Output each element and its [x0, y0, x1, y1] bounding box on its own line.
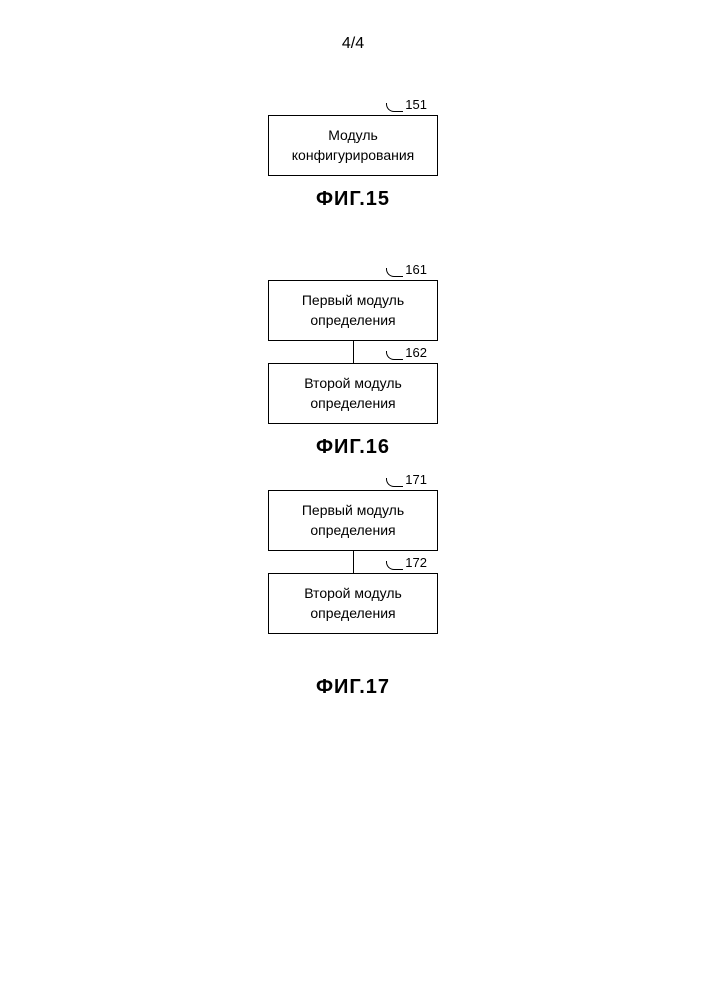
fig15-box-config-module: 151 Модуль конфигурирования: [268, 115, 438, 176]
fig16-box1-line2: определения: [287, 311, 419, 331]
fig17-connector: [353, 551, 354, 573]
fig16-box2-line1: Второй модуль: [287, 374, 419, 394]
fig15-ref-text: 151: [405, 96, 427, 114]
fig15-caption: ФИГ.15: [316, 188, 390, 211]
fig17-box1-ref-text: 171: [405, 471, 427, 489]
figure-15: 151 Модуль конфигурирования ФИГ.15: [268, 115, 438, 211]
fig15-box-line2: конфигурирования: [287, 146, 419, 166]
fig16-box2-line2: определения: [287, 394, 419, 414]
fig16-caption: ФИГ.16: [316, 436, 390, 459]
page-number: 4/4: [342, 35, 364, 53]
fig16-box1-ref-text: 161: [405, 261, 427, 279]
fig17-box2-second-module: 172 Второй модуль определения: [268, 573, 438, 634]
fig16-connector: [353, 341, 354, 363]
fig15-box-line1: Модуль: [287, 126, 419, 146]
fig16-box2-ref-text: 162: [405, 344, 427, 362]
figure-17: 171 Первый модуль определения 172 Второй…: [268, 490, 438, 699]
fig17-caption: ФИГ.17: [316, 676, 390, 699]
fig16-box1-line1: Первый модуль: [287, 291, 419, 311]
fig17-box1-line1: Первый модуль: [287, 501, 419, 521]
fig17-box1-first-module: 171 Первый модуль определения: [268, 490, 438, 551]
fig16-box2-second-module: 162 Второй модуль определения: [268, 363, 438, 424]
fig17-box2-ref-text: 172: [405, 554, 427, 572]
fig16-box1-ref-label: 161: [386, 261, 427, 279]
fig17-box2-line1: Второй модуль: [287, 584, 419, 604]
fig17-box1-ref-label: 171: [386, 471, 427, 489]
fig17-box2-ref-label: 172: [386, 554, 427, 572]
fig16-box2-ref-label: 162: [386, 344, 427, 362]
fig17-box2-line2: определения: [287, 604, 419, 624]
figure-16: 161 Первый модуль определения 162 Второй…: [268, 280, 438, 459]
fig16-box1-first-module: 161 Первый модуль определения: [268, 280, 438, 341]
fig15-ref-label: 151: [386, 96, 427, 114]
fig17-box1-line2: определения: [287, 521, 419, 541]
